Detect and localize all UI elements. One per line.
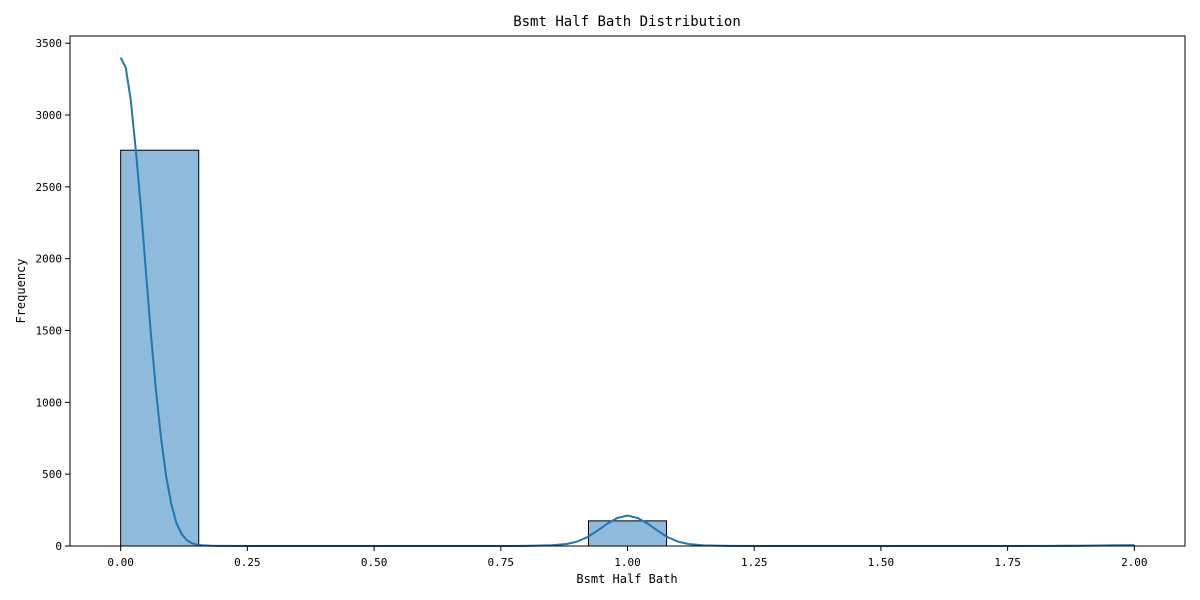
x-tick-label: 1.25: [741, 556, 768, 569]
y-tick-label: 0: [55, 540, 62, 553]
y-tick-label: 1500: [36, 325, 63, 338]
y-tick-label: 1000: [36, 396, 63, 409]
x-tick-label: 0.75: [488, 556, 515, 569]
kde-curve: [119, 57, 1135, 547]
y-tick-label: 2500: [36, 181, 63, 194]
x-tick-label: 0.00: [107, 556, 134, 569]
y-tick-label: 3500: [36, 37, 63, 50]
histogram-bar-0: [120, 149, 200, 547]
histogram-bars: [120, 149, 1135, 547]
x-axis-ticks: 0.00 0.25 0.50 0.75 1.00 1.25 1.50 1.75 2.00: [107, 546, 1148, 569]
y-tick-label: 3000: [36, 109, 63, 122]
y-tick-label: 2000: [36, 253, 63, 266]
x-tick-label: 1.50: [868, 556, 895, 569]
y-tick-label: 500: [42, 468, 62, 481]
x-tick-label: 2.00: [1121, 556, 1148, 569]
y-axis-label: Frequency: [14, 258, 28, 323]
y-axis-ticks: 0 500 1000 1500 2000 2500 3000 3500: [36, 37, 70, 553]
x-tick-label: 1.75: [994, 556, 1021, 569]
plot-frame: [69, 35, 1186, 547]
x-tick-label: 0.50: [361, 556, 388, 569]
chart-title: Bsmt Half Bath Distribution: [513, 14, 741, 30]
histogram-bar-1: [587, 520, 668, 547]
x-tick-label: 0.25: [234, 556, 261, 569]
x-axis-label: Bsmt Half Bath: [576, 572, 677, 586]
x-tick-label: 1.00: [614, 556, 641, 569]
